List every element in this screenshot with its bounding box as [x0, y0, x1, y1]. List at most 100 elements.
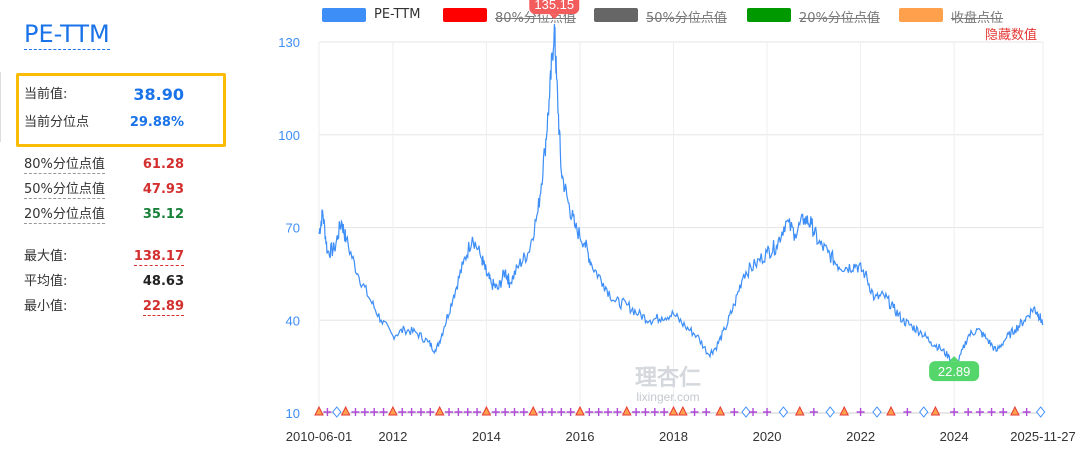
- event-marker-diamond: [872, 406, 882, 418]
- stat-avg: 平均值: 48.63: [24, 273, 184, 293]
- y-tick-label: 70: [286, 221, 300, 236]
- side-divider: [0, 72, 5, 142]
- data-label-bg: [529, 0, 580, 15]
- page-title[interactable]: PE-TTM: [24, 20, 110, 50]
- event-marker-plus: [975, 408, 984, 416]
- event-marker-plus: [360, 408, 369, 416]
- event-marker-plus: [660, 408, 669, 416]
- chart-area: PE-TTM 80%分位点值 50%分位点值 20%分位点值 收盘点位 隐藏数值…: [260, 0, 1080, 454]
- event-marker-plus: [730, 408, 739, 416]
- event-marker-triangle: [930, 405, 941, 416]
- event-marker-plus: [702, 408, 711, 416]
- event-marker-triangle: [528, 405, 539, 416]
- event-marker-triangle: [839, 405, 850, 416]
- event-marker-plus: [538, 408, 547, 416]
- x-tick-label: 2012: [378, 429, 407, 444]
- event-marker-triangle: [715, 405, 726, 416]
- event-marker-plus: [809, 408, 818, 416]
- x-tick-label: 2022: [846, 429, 875, 444]
- min-label: 最小值:: [24, 299, 68, 314]
- stats-panel: PE-TTM 当前值: 38.90 当前分位点 29.88% 80%分位点值 6…: [0, 0, 260, 454]
- legend-label: 20%分位点值: [799, 11, 880, 26]
- event-marker-plus: [370, 408, 379, 416]
- event-marker-diamond: [1036, 406, 1046, 418]
- x-tick-label: 2018: [659, 429, 688, 444]
- event-marker-plus: [463, 408, 472, 416]
- p20-value: 35.12: [142, 207, 184, 222]
- event-marker-plus: [950, 408, 959, 416]
- event-marker-triangle: [434, 405, 445, 416]
- event-marker-plus: [964, 408, 973, 416]
- event-marker-plus: [987, 408, 996, 416]
- watermark-logo: 理杏仁: [635, 365, 701, 391]
- legend-label: PE-TTM: [374, 7, 421, 22]
- stat-min: 最小值: 22.89: [24, 298, 184, 318]
- event-marker-plus: [473, 408, 482, 416]
- event-marker-triangle: [1010, 405, 1020, 416]
- hide-values-link[interactable]: 隐藏数值: [985, 28, 1038, 43]
- event-marker-diamond: [778, 406, 789, 418]
- event-marker-plus: [856, 408, 865, 416]
- p80-label[interactable]: 80%分位点值: [24, 157, 105, 174]
- event-marker-plus: [632, 408, 641, 416]
- event-marker-plus: [604, 408, 613, 416]
- event-marker-plus: [613, 408, 622, 416]
- event-marker-diamond: [919, 406, 929, 418]
- stat-p80: 80%分位点值 61.28: [24, 156, 184, 176]
- data-label-pointer: [949, 356, 960, 362]
- event-marker-plus: [1022, 408, 1031, 416]
- legend-swatch: [443, 8, 487, 22]
- event-marker-diamond: [825, 406, 835, 418]
- y-tick-label: 40: [286, 313, 300, 328]
- event-marker-plus: [351, 408, 360, 416]
- event-marker-diamond: [741, 406, 751, 418]
- event-marker-triangle: [621, 405, 632, 416]
- event-marker-plus: [557, 408, 566, 416]
- min-value[interactable]: 22.89: [142, 299, 184, 316]
- event-marker-plus: [491, 408, 500, 416]
- data-label: 22.89: [938, 364, 971, 379]
- legend-label: 收盘点位: [951, 11, 1004, 26]
- legend-swatch: [594, 8, 638, 22]
- pe-ttm-chart: 10 40 70 100 130 2010-06-01 2012 2014 2016 2018 20…: [278, 0, 1076, 444]
- legend-label: 50%分位点值: [646, 11, 727, 26]
- event-marker-plus: [903, 408, 912, 416]
- current-value: 38.90: [133, 85, 184, 104]
- percentile-value: 29.88%: [129, 115, 184, 130]
- p50-value: 47.93: [142, 182, 184, 197]
- event-marker-plus: [566, 408, 575, 416]
- x-tick-label: 2024: [940, 429, 969, 444]
- event-marker-triangle: [388, 405, 398, 416]
- event-marker-plus: [519, 408, 528, 416]
- legend-swatch: [322, 8, 366, 22]
- event-marker-triangle: [668, 405, 679, 416]
- event-marker-plus: [323, 408, 332, 416]
- x-tick-label: 2010-06-01: [286, 429, 353, 444]
- data-label: 135.15: [534, 0, 574, 12]
- event-marker-plus: [999, 408, 1008, 416]
- event-marker-plus: [416, 408, 425, 416]
- legend-swatch: [899, 8, 943, 22]
- event-marker-triangle: [481, 405, 492, 416]
- event-marker-plus: [445, 408, 454, 416]
- event-marker-plus: [749, 408, 758, 416]
- event-marker-plus: [585, 408, 594, 416]
- event-marker-triangle: [575, 405, 585, 416]
- stat-max: 最大值: 138.17: [24, 248, 184, 268]
- event-marker-plus: [501, 408, 510, 416]
- max-value[interactable]: 138.17: [133, 249, 184, 266]
- stat-current: 当前值: 38.90: [24, 86, 184, 106]
- event-marker-plus: [379, 408, 388, 416]
- data-label-bg: [929, 361, 980, 382]
- event-marker-triangle: [794, 405, 805, 416]
- p50-label[interactable]: 50%分位点值: [24, 182, 105, 199]
- event-marker-plus: [690, 408, 699, 416]
- p80-value: 61.28: [142, 157, 184, 172]
- max-label: 最大值:: [24, 249, 68, 264]
- p20-label[interactable]: 20%分位点值: [24, 207, 105, 224]
- y-tick-label: 130: [278, 35, 300, 50]
- event-marker-plus: [763, 408, 772, 416]
- data-label-pointer: [549, 14, 560, 20]
- x-tick-label: 2020: [753, 429, 782, 444]
- event-marker-plus: [547, 408, 556, 416]
